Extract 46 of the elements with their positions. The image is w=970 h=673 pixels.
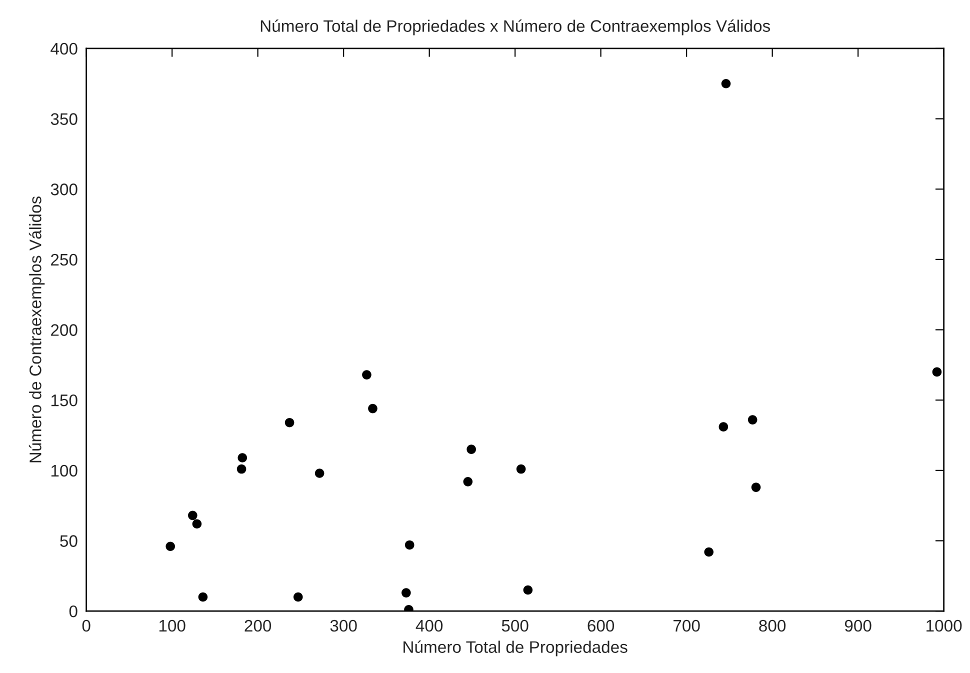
point (463, 477, 473, 486)
point (192, 519, 202, 529)
x-tick-label: 700 (674, 620, 700, 632)
point (238, 453, 248, 462)
chart-title: Número Total de Propriedades x Número de Contraexemplos Válidos (260, 20, 770, 36)
point (466, 444, 476, 454)
y-tick-label: 250 (51, 254, 78, 266)
point (198, 592, 208, 602)
x-tick-label: 400 (416, 620, 443, 632)
point (166, 542, 176, 552)
y-tick-label: 400 (50, 42, 78, 55)
point (751, 482, 761, 492)
point (404, 540, 414, 550)
point (284, 418, 294, 428)
x-tick-label: 0 (82, 620, 90, 632)
x-tick-label: 900 (844, 620, 872, 632)
point (293, 592, 303, 602)
point (718, 422, 728, 432)
y-tick-label: 100 (51, 464, 78, 477)
point (368, 404, 378, 414)
point (932, 367, 942, 377)
point (314, 468, 324, 478)
point (721, 78, 731, 88)
y-tick-label: 150 (51, 394, 78, 406)
y-tick-label: 200 (51, 324, 78, 336)
x-tick-label: 100 (159, 620, 186, 632)
point (748, 415, 758, 424)
point (516, 464, 526, 474)
x-tick-label: 600 (588, 620, 614, 632)
x-tick-label: 300 (330, 620, 357, 632)
y-tick-label: 50 (60, 535, 78, 547)
x-tick-label: 800 (759, 620, 786, 632)
x-tick-label: 200 (244, 620, 272, 632)
point (704, 547, 714, 557)
point (236, 464, 246, 474)
point (402, 588, 411, 598)
y-axis-title: Número de Contraexemplos Válidos (28, 196, 45, 462)
y-tick-label: 0 (69, 605, 78, 618)
point (523, 585, 533, 595)
point (362, 370, 372, 380)
x-tick-label: 500 (502, 620, 528, 632)
x-axis-title: Número Total de Propriedades (404, 640, 628, 656)
point (188, 510, 198, 520)
y-tick-label: 300 (50, 184, 78, 196)
x-tick-label: 1000 (926, 620, 962, 632)
y-tick-label: 350 (50, 113, 78, 125)
